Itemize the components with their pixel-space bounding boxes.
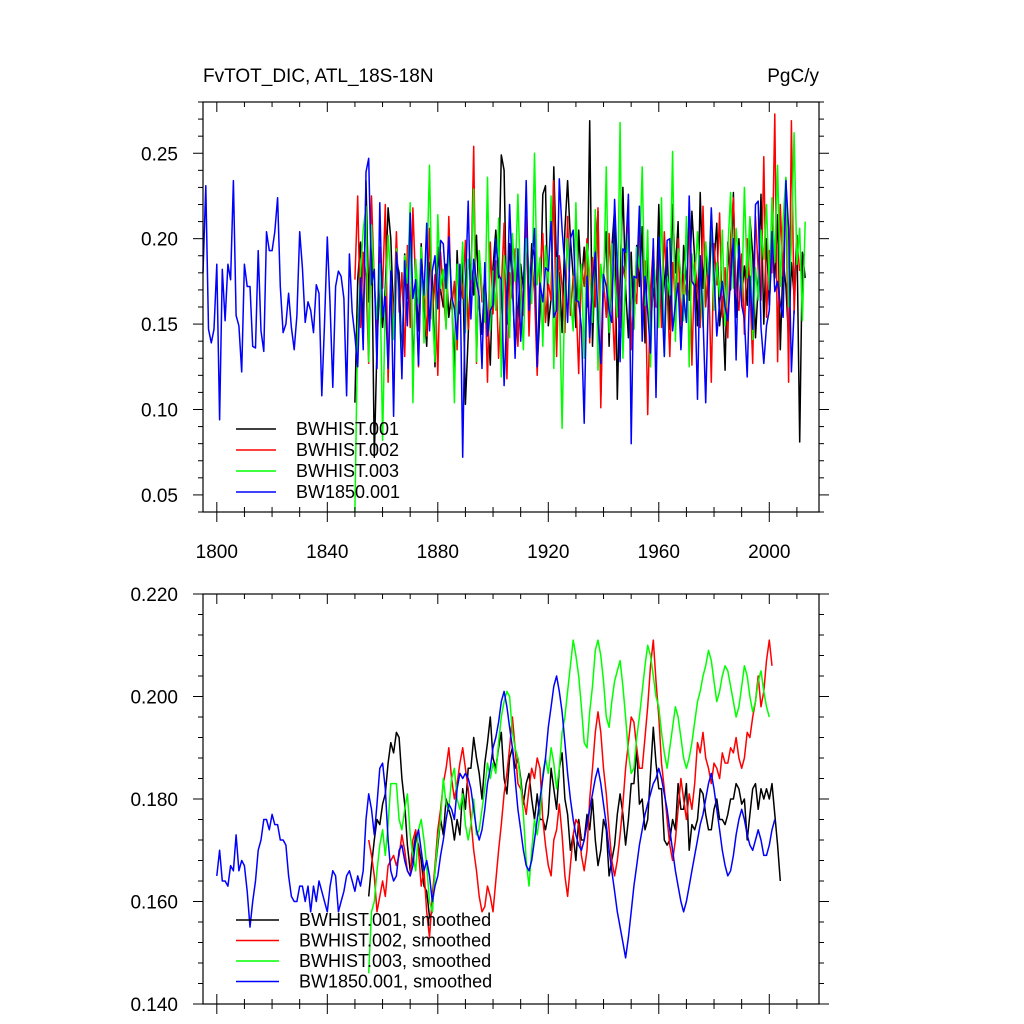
y-tick-label: 0.180	[130, 790, 178, 811]
y-tick-label: 0.10	[141, 401, 178, 422]
bottom-panel: 0.140 0.160 0.180 0.200 0.220 BWHIST.001, smo…	[130, 585, 829, 1016]
x-tick-label: 1800	[196, 542, 238, 563]
legend-label: BWHIST.003, smoothed	[299, 951, 491, 971]
x-tick-label: 1880	[417, 542, 459, 563]
x-tick-label: 1920	[527, 542, 569, 563]
x-tick-label: 1840	[306, 542, 348, 563]
legend-label: BW1850.001, smoothed	[299, 972, 492, 992]
series-line-top-3	[354, 121, 806, 513]
series-line-top-2	[354, 113, 801, 416]
series-line-top-4	[202, 157, 795, 459]
legend-label: BWHIST.002	[296, 440, 399, 460]
y-tick-label: 0.160	[130, 893, 178, 914]
legend-label: BW1850.001	[296, 482, 400, 502]
y-tick-label: 0.200	[130, 688, 178, 709]
y-tick-label: 0.220	[130, 585, 178, 606]
chart-units-label: PgC/y	[767, 66, 819, 87]
plot-frame	[202, 593, 820, 1005]
legend-label: BWHIST.001	[296, 419, 399, 439]
y-tick-label: 0.140	[130, 995, 178, 1016]
y-tick-label: 0.05	[141, 486, 178, 507]
legend-label: BWHIST.001, smoothed	[299, 910, 491, 930]
y-tick-label: 0.20	[141, 230, 178, 251]
series-line-bottom-4	[216, 675, 776, 959]
x-tick-label: 1960	[638, 542, 680, 563]
y-tick-label: 0.25	[141, 144, 178, 165]
top-panel: 1800 1840 1880 1920 1960 2000 0.05 0.10 0.15 0.20…	[141, 101, 829, 563]
legend-label: BWHIST.002, smoothed	[299, 931, 491, 951]
legend-label: BWHIST.003	[296, 461, 399, 481]
chart-title: FvTOT_DIC, ATL_18S-18N	[203, 66, 434, 87]
y-tick-label: 0.15	[141, 315, 178, 336]
series-line-bottom-3	[367, 639, 771, 974]
x-tick-label: 2000	[748, 542, 790, 563]
